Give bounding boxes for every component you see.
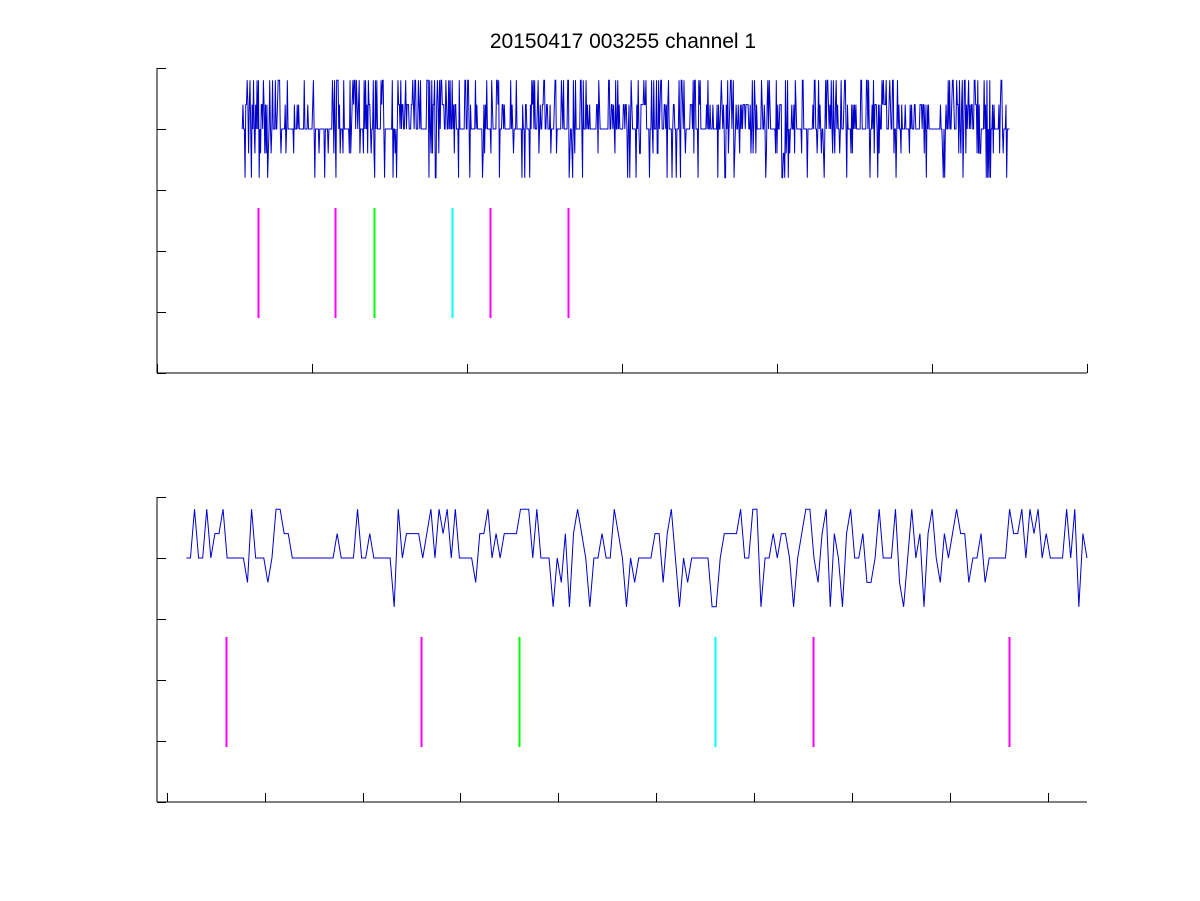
voltage-trace bbox=[241, 79, 1010, 179]
bottom-plot bbox=[156, 497, 1088, 803]
top-plot bbox=[156, 68, 1088, 374]
voltage-trace bbox=[186, 508, 1088, 608]
figure-title: 20150417 003255 channel 1 bbox=[490, 30, 756, 53]
